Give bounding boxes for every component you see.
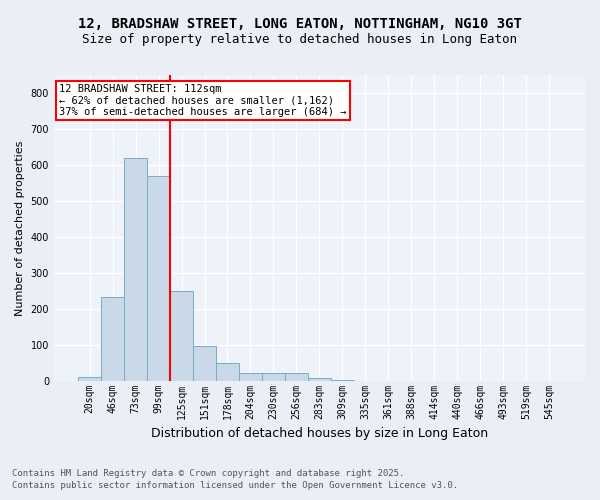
- Bar: [78, 377, 101, 380]
- Bar: [147, 176, 170, 380]
- Text: Contains public sector information licensed under the Open Government Licence v3: Contains public sector information licen…: [12, 481, 458, 490]
- Bar: [308, 378, 331, 380]
- Text: Size of property relative to detached houses in Long Eaton: Size of property relative to detached ho…: [83, 32, 517, 46]
- Text: 12, BRADSHAW STREET, LONG EATON, NOTTINGHAM, NG10 3GT: 12, BRADSHAW STREET, LONG EATON, NOTTING…: [78, 18, 522, 32]
- Bar: [193, 346, 216, 380]
- Text: Contains HM Land Registry data © Crown copyright and database right 2025.: Contains HM Land Registry data © Crown c…: [12, 468, 404, 477]
- Bar: [239, 374, 262, 380]
- Bar: [124, 158, 147, 380]
- Bar: [170, 290, 193, 380]
- Bar: [101, 297, 124, 380]
- Text: 12 BRADSHAW STREET: 112sqm
← 62% of detached houses are smaller (1,162)
37% of s: 12 BRADSHAW STREET: 112sqm ← 62% of deta…: [59, 84, 347, 117]
- Y-axis label: Number of detached properties: Number of detached properties: [15, 140, 25, 316]
- Bar: [216, 362, 239, 380]
- X-axis label: Distribution of detached houses by size in Long Eaton: Distribution of detached houses by size …: [151, 427, 488, 440]
- Bar: [262, 374, 285, 380]
- Bar: [285, 372, 308, 380]
